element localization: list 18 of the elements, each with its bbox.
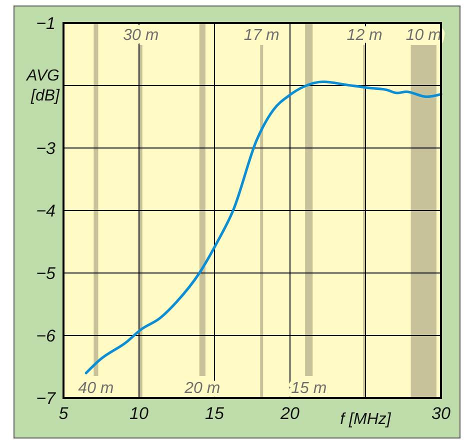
y-tick-label: −1 xyxy=(36,14,56,33)
x-tick-label: 15 xyxy=(205,404,224,423)
band-label: 17 m xyxy=(244,27,280,44)
band-label: 12 m xyxy=(346,27,382,44)
band-label: 15 m xyxy=(291,380,327,397)
y-tick-label: −4 xyxy=(36,202,56,220)
x-axis-title: f [MHz] xyxy=(340,411,392,428)
y-tick-label: −3 xyxy=(36,139,56,158)
y-tick-label: −6 xyxy=(36,326,56,346)
y-tick-label: −7 xyxy=(36,389,56,408)
x-tick-label: 5 xyxy=(58,404,69,423)
y-axis-title: AVG [dB] xyxy=(26,68,60,104)
y-tick-label: −5 xyxy=(36,264,56,283)
x-tick-label: 30 xyxy=(432,404,451,423)
line-series xyxy=(84,80,442,374)
x-tick-label: 20 xyxy=(280,404,300,423)
band-label: 40 m xyxy=(78,380,114,397)
x-tick-label: 10 xyxy=(130,404,149,423)
